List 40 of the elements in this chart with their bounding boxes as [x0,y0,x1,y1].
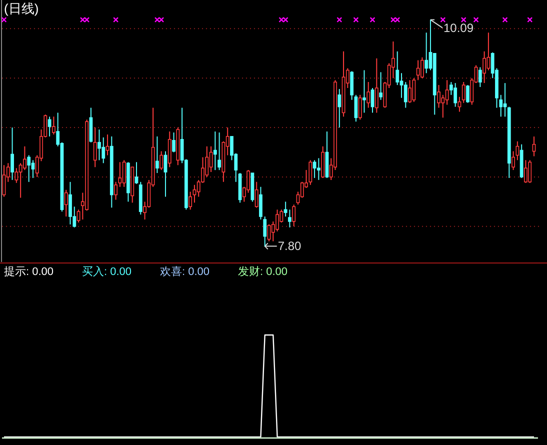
candlestick [482,50,486,84]
annotation: 10.09 [443,20,474,35]
candlestick [292,204,296,227]
text: 欢喜: 0.00 [160,265,210,278]
candlestick [412,78,416,102]
candlestick [188,191,192,210]
chart-title: (日线) [4,1,39,16]
candlestick [366,82,370,108]
candlestick [462,82,466,104]
candlestick [254,181,258,208]
annotation: 7.80 [278,239,302,254]
candlestick [23,146,26,171]
candlestick [276,209,279,232]
candlestick [64,189,68,218]
candlestick [358,94,362,120]
candlestick [420,56,424,79]
candlestick [445,80,449,106]
candlestick [176,127,180,166]
candlestick [14,168,18,184]
candlestick [416,60,420,81]
candlestick [408,80,412,104]
text: 发财: 0.00 [238,265,288,278]
text: 提示: 0.00 [4,266,54,278]
candlestick [160,150,164,171]
candlestick [168,130,172,168]
text: 买入: 0.00 [82,265,132,278]
candlestick [93,127,97,168]
candlestick [321,146,325,178]
candlestick [85,119,89,212]
candlestick [246,170,250,194]
candlestick [122,160,126,188]
candlestick [437,84,440,108]
candlestick [76,209,80,223]
candlestick [114,181,118,200]
candlestick [130,166,134,204]
candlestick [524,160,528,184]
candlestick [374,58,378,114]
candlestick [52,116,56,135]
candlestick [528,160,532,184]
candlestick [308,160,312,186]
